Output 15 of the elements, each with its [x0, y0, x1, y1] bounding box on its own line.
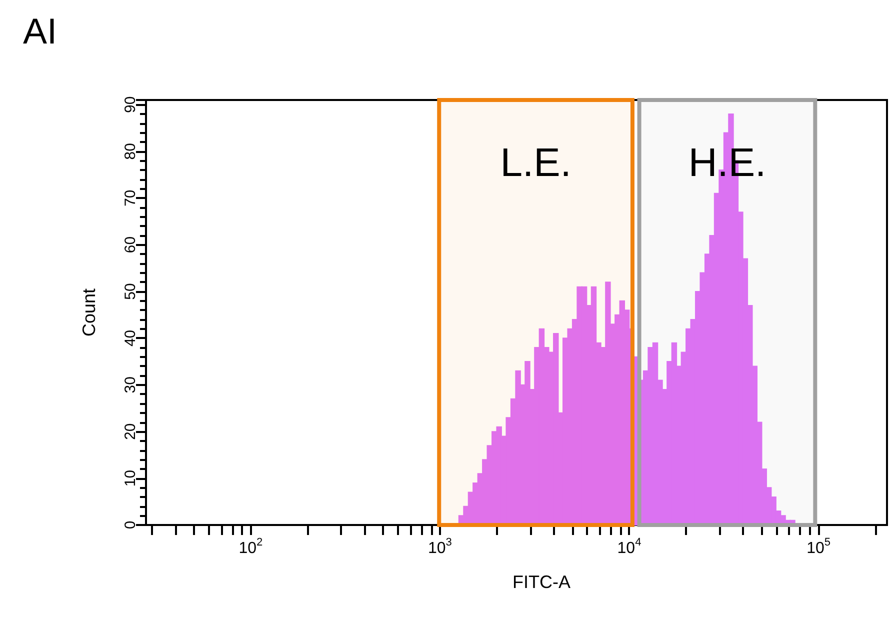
y-tick-label: 50	[122, 283, 139, 300]
band-label: L.E.	[500, 141, 572, 185]
y-tick-label: 80	[122, 143, 139, 160]
y-axis-title: Count	[79, 288, 99, 337]
band-label: H.E.	[688, 141, 766, 185]
y-tick-label: 70	[122, 190, 139, 206]
chart-title: AI	[23, 10, 58, 52]
y-tick-label: 20	[122, 423, 139, 440]
y-tick-label: 40	[122, 330, 139, 347]
y-tick-label: 0	[122, 520, 139, 530]
x-axis-title: FITC-A	[512, 572, 570, 592]
y-tick-label: 90	[122, 96, 139, 114]
y-tick-label: 10	[122, 470, 139, 487]
y-tick-label: 60	[122, 236, 139, 254]
y-tick-label: 30	[122, 376, 139, 394]
